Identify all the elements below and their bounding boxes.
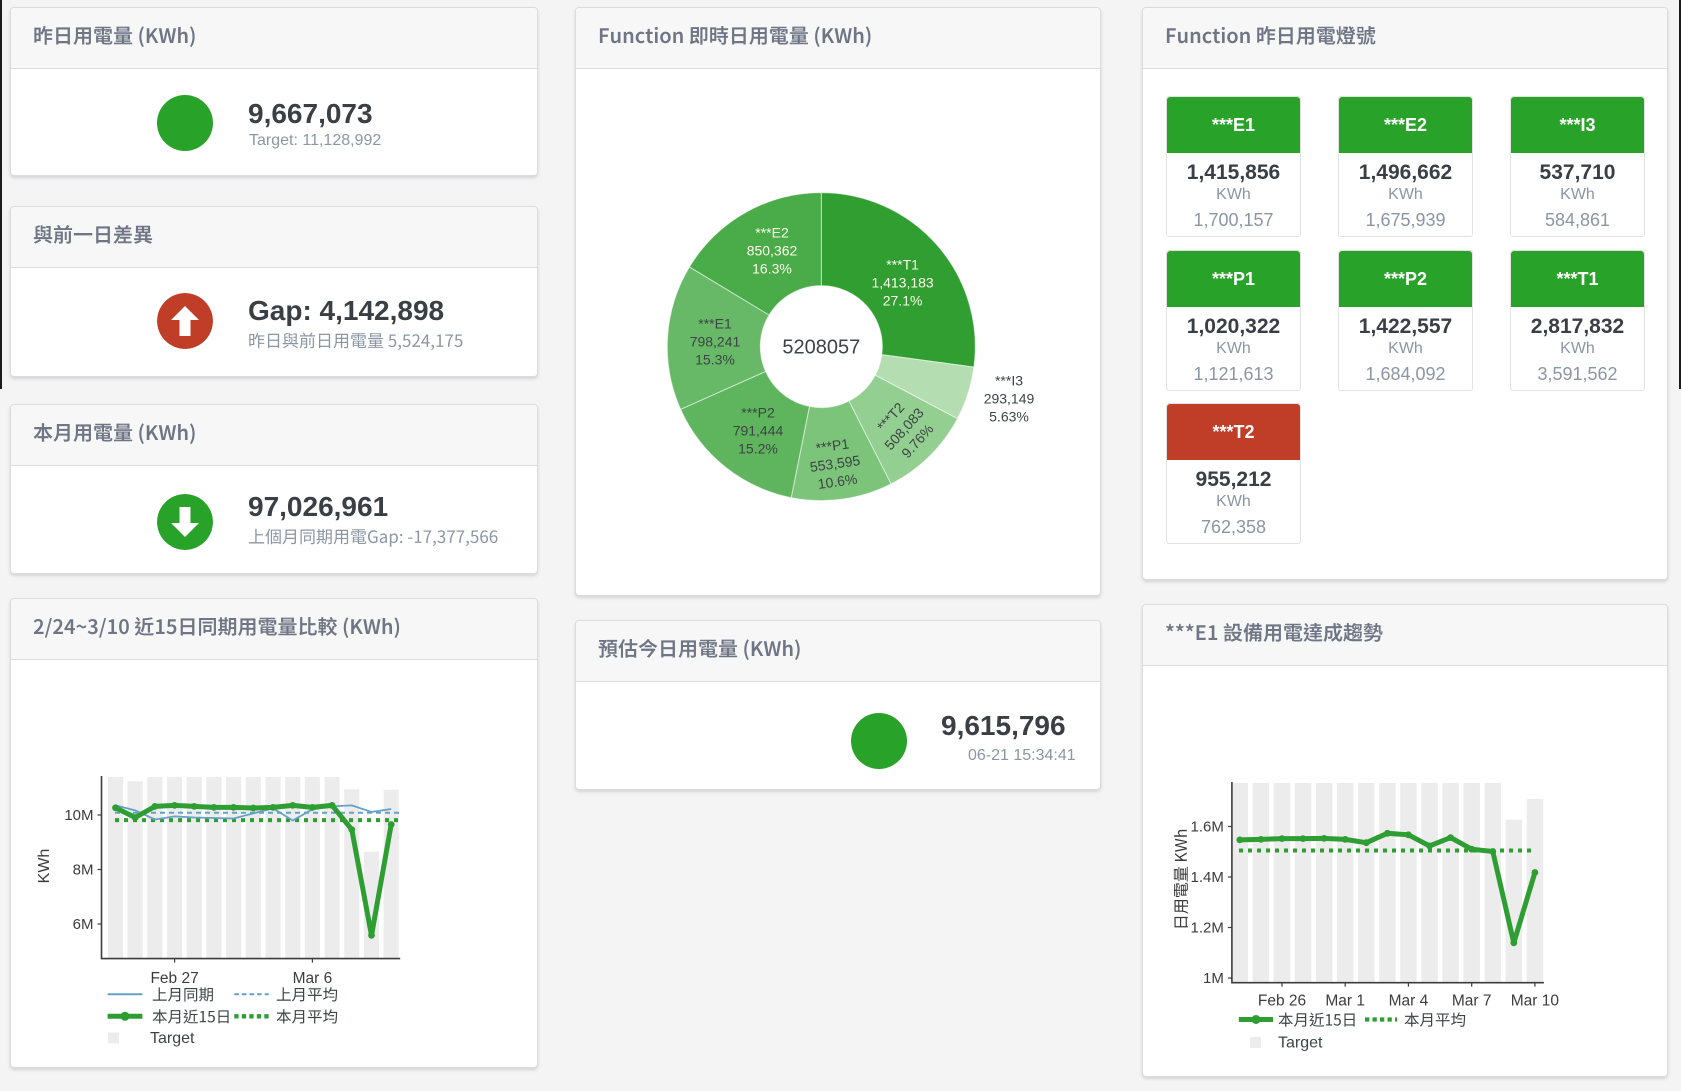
svg-text:Target: Target <box>150 1030 195 1047</box>
svg-text:293,149: 293,149 <box>984 391 1035 407</box>
svg-text:850,362: 850,362 <box>747 243 798 259</box>
svg-text:791,444: 791,444 <box>733 422 784 438</box>
svg-text:5.63%: 5.63% <box>989 409 1029 425</box>
svg-text:KWh: KWh <box>36 849 53 884</box>
svg-text:Feb 26: Feb 26 <box>1258 993 1306 1010</box>
svg-text:***E2: ***E2 <box>755 225 789 241</box>
svg-text:***E1: ***E1 <box>698 316 732 332</box>
svg-text:27.1%: 27.1% <box>883 293 923 309</box>
svg-text:16.3%: 16.3% <box>752 261 792 277</box>
svg-text:Mar 7: Mar 7 <box>1452 993 1492 1010</box>
svg-text:10.6%: 10.6% <box>817 471 859 492</box>
svg-text:798,241: 798,241 <box>690 334 741 350</box>
svg-text:Target: Target <box>1278 1035 1323 1052</box>
svg-text:1M: 1M <box>1203 970 1224 987</box>
svg-text:***I3: ***I3 <box>995 373 1023 389</box>
svg-text:Mar 6: Mar 6 <box>293 970 333 987</box>
svg-text:***P1: ***P1 <box>815 435 851 456</box>
svg-text:1.2M: 1.2M <box>1191 920 1224 937</box>
svg-text:5208057: 5208057 <box>782 337 860 359</box>
svg-text:10M: 10M <box>64 807 93 824</box>
svg-text:Feb 27: Feb 27 <box>150 970 198 987</box>
svg-text:1,413,183: 1,413,183 <box>871 275 933 291</box>
svg-text:553,595: 553,595 <box>809 452 862 475</box>
svg-text:6M: 6M <box>73 916 94 933</box>
svg-text:Mar 10: Mar 10 <box>1511 993 1560 1010</box>
svg-text:15.2%: 15.2% <box>738 440 778 456</box>
svg-text:***T1: ***T1 <box>886 257 919 273</box>
svg-text:Mar 1: Mar 1 <box>1325 993 1365 1010</box>
svg-text:15.3%: 15.3% <box>695 352 735 368</box>
svg-text:1.4M: 1.4M <box>1191 869 1224 886</box>
svg-text:8M: 8M <box>73 862 94 879</box>
svg-text:Mar 4: Mar 4 <box>1389 993 1429 1010</box>
svg-text:1.6M: 1.6M <box>1191 819 1224 836</box>
svg-text:***P2: ***P2 <box>741 404 775 420</box>
